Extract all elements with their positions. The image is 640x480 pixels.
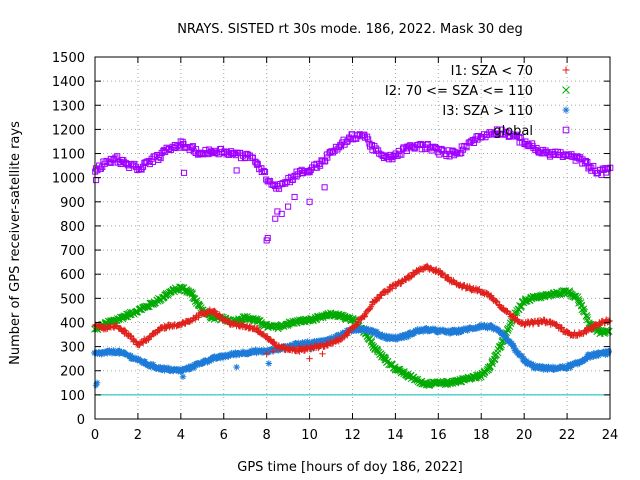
- outlier-i3: [179, 373, 187, 380]
- chart-title: NRAYS. SISTED rt 30s mode. 186, 2022. Ma…: [177, 22, 523, 37]
- legend-label: I3: SZA > 110: [442, 104, 533, 119]
- y-tick-label: 900: [60, 196, 85, 211]
- legend-label: I2: 70 <= SZA <= 110: [385, 84, 533, 99]
- y-tick-label: 1500: [52, 51, 85, 66]
- point-i2: [488, 360, 496, 368]
- x-tick-label: 22: [559, 428, 576, 443]
- outlier-global: [233, 167, 240, 174]
- y-tick-label: 1200: [52, 123, 85, 138]
- point-i1: [361, 313, 368, 320]
- point-i1: [132, 338, 140, 345]
- legend-marker: [562, 86, 570, 94]
- y-tick-label: 400: [60, 316, 85, 331]
- point-i2: [580, 308, 589, 316]
- outlier-global: [272, 215, 279, 222]
- legend-label: I1: SZA < 70: [451, 64, 533, 79]
- outlier-i1: [306, 355, 313, 362]
- point-i2: [494, 349, 502, 357]
- y-tick-label: 1100: [52, 148, 85, 163]
- x-tick-label: 24: [602, 428, 619, 443]
- x-tick-label: 16: [430, 428, 447, 443]
- outlier-global: [180, 169, 188, 176]
- point-i1: [213, 310, 221, 317]
- point-i2: [517, 303, 525, 311]
- x-axis-label: GPS time [hours of doy 186, 2022]: [237, 460, 462, 475]
- point-i2: [605, 327, 613, 335]
- point-i2: [507, 319, 515, 327]
- point-i2: [583, 313, 591, 321]
- x-tick-label: 20: [516, 428, 533, 443]
- outlier-i3: [265, 360, 273, 367]
- y-tick-label: 800: [60, 220, 85, 235]
- legend-marker: [562, 66, 570, 74]
- point-i2: [381, 354, 390, 362]
- legend-marker: [562, 126, 570, 134]
- x-tick-label: 6: [220, 428, 228, 443]
- y-tick-label: 1300: [52, 99, 85, 114]
- legend-label: global: [493, 124, 533, 139]
- y-tick-label: 100: [60, 389, 85, 404]
- point-i2: [538, 292, 546, 300]
- y-tick-label: 700: [60, 244, 85, 259]
- y-axis-label: Number of GPS receiver-satellite rays: [8, 121, 23, 365]
- y-tick-label: 600: [60, 268, 85, 283]
- x-tick-label: 18: [473, 428, 490, 443]
- point-i2: [574, 293, 582, 301]
- outlier-global: [93, 177, 100, 184]
- x-tick-label: 10: [301, 428, 318, 443]
- point-i2: [559, 287, 567, 295]
- outlier-global: [321, 184, 328, 191]
- legend: I1: SZA < 70 I2: 70 <= SZA <= 110 I3: SZA …: [385, 64, 570, 139]
- point-i1: [378, 292, 385, 299]
- point-i1: [352, 322, 359, 329]
- data-points: [91, 126, 614, 390]
- point-i2: [582, 312, 591, 320]
- y-tick-label: 200: [60, 365, 85, 380]
- x-tick-label: 0: [91, 428, 99, 443]
- x-tick-label: 8: [263, 428, 271, 443]
- outlier-global: [285, 203, 292, 210]
- point-i2: [289, 317, 297, 325]
- y-tick-label: 0: [77, 413, 85, 428]
- x-tick-label: 12: [344, 428, 361, 443]
- x-tick-label: 4: [177, 428, 185, 443]
- outlier-global: [291, 193, 298, 201]
- point-i2: [465, 374, 473, 382]
- point-i1: [374, 295, 381, 303]
- outlier-i3: [233, 363, 240, 371]
- y-tick-label: 1000: [52, 172, 85, 187]
- x-tick-label: 2: [134, 428, 142, 443]
- legend-marker: [562, 106, 570, 114]
- y-tick-label: 1400: [52, 75, 85, 90]
- point-i2: [459, 376, 467, 384]
- axis-ticks: 0 2 4 6 8 10 12 14 16 18 20 22 240100200300400500600…: [52, 51, 618, 443]
- y-tick-label: 500: [60, 292, 85, 307]
- x-tick-label: 14: [387, 428, 404, 443]
- point-i2: [367, 338, 376, 346]
- y-tick-label: 300: [60, 341, 85, 356]
- outlier-i1: [319, 350, 326, 358]
- point-i1: [145, 336, 152, 343]
